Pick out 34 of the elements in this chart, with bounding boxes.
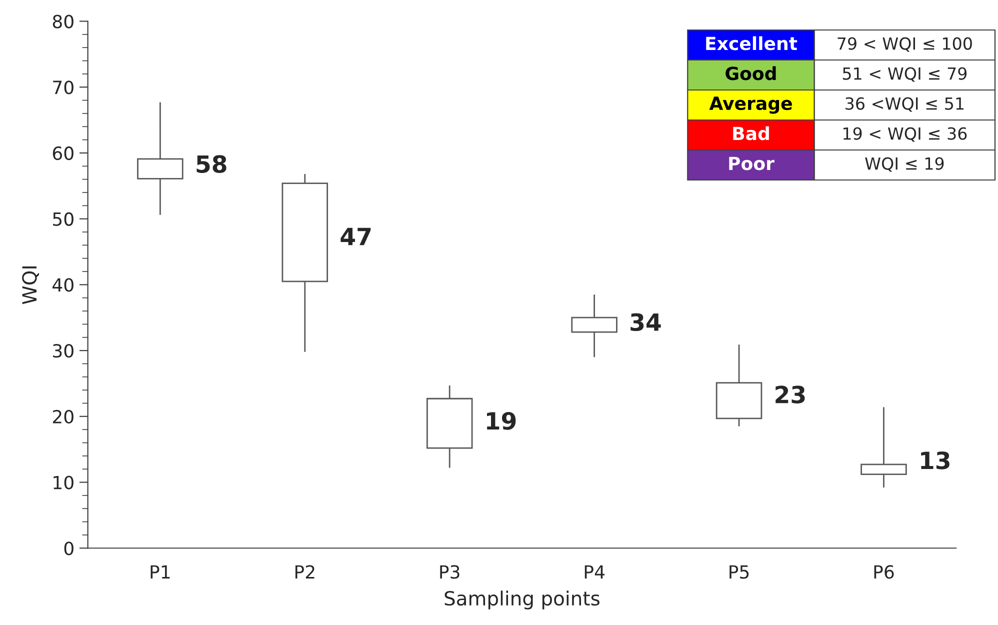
annotation: 36 <WQI ≤ 51 [846, 97, 964, 112]
x-tick-label: P3 [440, 565, 460, 579]
annotation: 13 [921, 452, 950, 470]
x-tick-label: P2 [295, 565, 314, 579]
annotation: Good [726, 66, 776, 80]
annotation: 51 < WQI ≤ 79 [842, 67, 967, 82]
y-tick-label: 30 [53, 344, 74, 358]
y-tick-label: 80 [52, 14, 74, 28]
annotation: Bad [733, 126, 769, 140]
y-axis-title: WQI [22, 266, 40, 304]
annotation: 34 [630, 313, 661, 332]
x-axis-title: Sampling points [444, 590, 600, 610]
x-tick-label: P5 [730, 565, 749, 579]
y-tick-label: 0 [64, 542, 74, 556]
y-tick-label: 10 [54, 476, 74, 490]
annotation: 47 [340, 228, 371, 246]
annotation: Average [709, 96, 792, 114]
annotation: 19 < WQI ≤ 36 [843, 127, 967, 142]
annotation: 58 [196, 155, 226, 173]
y-tick-label: 70 [53, 80, 74, 94]
y-tick-label: 20 [52, 410, 74, 424]
annotation: 79 < WQI ≤ 100 [838, 37, 972, 52]
y-tick-label: 60 [52, 146, 74, 160]
annotation: 19 [486, 412, 516, 430]
x-tick-label: P6 [874, 565, 894, 579]
candlestick [860, 406, 907, 488]
x-tick-label: P1 [150, 565, 170, 579]
y-tick-label: 40 [52, 278, 74, 292]
annotation: WQI ≤ 19 [865, 157, 944, 172]
annotation: Excellent [706, 36, 798, 50]
x-tick-label: P4 [584, 565, 604, 579]
y-tick-label: 50 [53, 212, 74, 226]
annotation: 23 [776, 386, 805, 404]
annotation: Poor [729, 156, 774, 170]
